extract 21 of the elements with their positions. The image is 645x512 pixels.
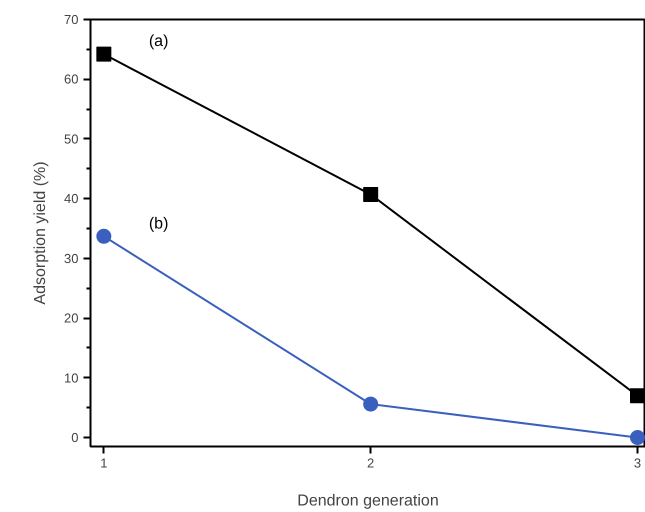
y-tick-label: 20 [64, 310, 79, 326]
y-tick-label: 30 [64, 250, 79, 266]
y-axis-title: Adsorption yield (%) [32, 161, 50, 305]
y-tick-label: 10 [64, 370, 79, 386]
y-tick-label: 40 [64, 191, 79, 206]
y-tick-label: 60 [64, 72, 79, 87]
x-tick-label: 1 [100, 456, 108, 470]
point [630, 388, 645, 404]
y-tick-label: 70 [64, 12, 79, 27]
x-axis-title: Dendron generation [297, 492, 439, 510]
series-label: (b) [148, 215, 168, 232]
y-tick-label: 0 [71, 430, 79, 446]
x-tick-label: 2 [367, 456, 374, 470]
series-label: (a) [148, 33, 168, 50]
y-tick-label: 50 [64, 131, 79, 146]
point [363, 396, 378, 412]
point [96, 228, 112, 244]
point [630, 430, 645, 446]
x-tick-label: 3 [634, 456, 642, 470]
point [363, 186, 378, 202]
point [96, 46, 112, 62]
